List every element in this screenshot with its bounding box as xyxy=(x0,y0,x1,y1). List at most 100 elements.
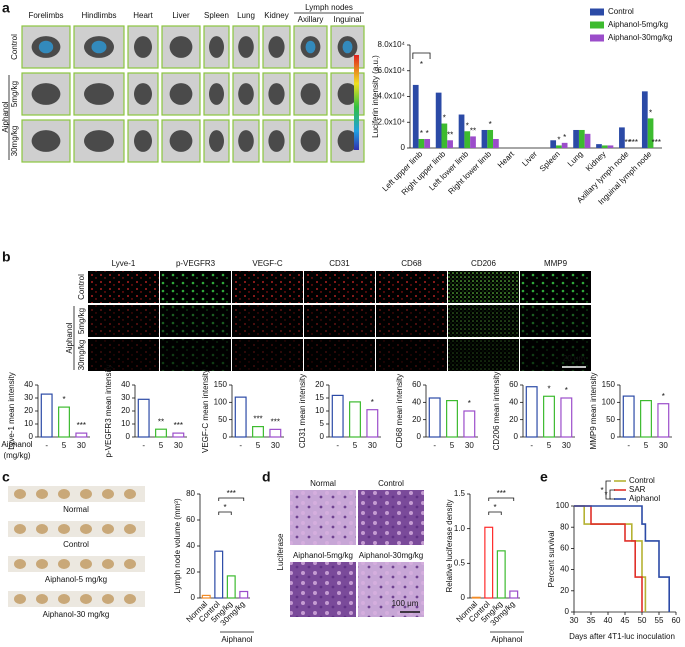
stain xyxy=(520,305,591,337)
organ xyxy=(169,130,193,152)
organ xyxy=(209,36,224,58)
legend-swatch xyxy=(590,8,604,16)
y-tick-label: 60 xyxy=(509,380,518,389)
x-tick-label: 30 xyxy=(570,616,579,625)
histology-texture xyxy=(358,490,424,545)
bar xyxy=(481,129,488,148)
bar xyxy=(640,400,652,438)
lymph-node xyxy=(14,489,26,499)
lymph-node xyxy=(102,489,114,499)
significance: *** xyxy=(652,138,661,147)
column-header: VEGF-C xyxy=(252,259,282,268)
stain xyxy=(376,339,447,371)
significance: * xyxy=(466,121,469,130)
y-tick-label: 6.0x10⁴ xyxy=(378,66,406,75)
bar xyxy=(493,138,499,148)
column-header: Inguinal xyxy=(333,15,361,24)
column-header: Liver xyxy=(172,11,190,20)
histology-texture xyxy=(290,490,356,545)
bar xyxy=(484,526,494,599)
y-tick-label: 2.0x10⁴ xyxy=(378,117,406,126)
significance: *** xyxy=(253,415,262,424)
y-tick-label: 40 xyxy=(509,397,518,406)
group-label: Aiphanol xyxy=(491,635,522,644)
y-tick-label: 60 xyxy=(186,515,195,524)
significance: * xyxy=(468,399,471,408)
image-label: Control xyxy=(63,540,89,549)
organ xyxy=(169,83,193,105)
row-label: 30mg/kg xyxy=(77,340,86,371)
y-tick-label: 1.5 xyxy=(454,489,466,498)
stain xyxy=(304,339,375,371)
significance: * xyxy=(563,133,566,142)
y-tick-label: 0 xyxy=(223,432,228,441)
y-tick-label: 10 xyxy=(315,406,324,415)
row-label: Control xyxy=(10,34,19,60)
y-tick-label: 20 xyxy=(121,406,130,415)
x-tick-label: 5 xyxy=(353,441,358,450)
row-group: Aiphanol xyxy=(65,322,74,353)
column-header: MMP9 xyxy=(544,259,568,268)
x-tick-label: 45 xyxy=(621,616,630,625)
legend-swatch xyxy=(590,34,604,42)
y-axis-label: CD31 mean intensity xyxy=(298,374,307,448)
bar xyxy=(470,136,476,148)
stain xyxy=(160,271,231,303)
bar xyxy=(487,129,494,148)
signal xyxy=(342,40,353,54)
stain xyxy=(448,305,519,337)
bar xyxy=(269,428,282,438)
bar xyxy=(446,400,458,438)
column-header: Lung xyxy=(237,11,255,20)
y-tick-label: 40 xyxy=(24,380,33,389)
significance: * xyxy=(493,503,496,512)
y-tick-label: 20 xyxy=(412,415,421,424)
x-tick-label: 30 xyxy=(271,441,280,450)
column-header: Axillary xyxy=(298,15,324,24)
x-tick-label: 5 xyxy=(256,441,261,450)
scale-label: 100 μm xyxy=(392,599,419,608)
significance: * xyxy=(649,108,652,117)
survival-line xyxy=(574,505,670,612)
bar xyxy=(137,398,150,438)
x-tick-label: Lung xyxy=(566,150,585,169)
signal xyxy=(305,40,316,54)
histology-texture xyxy=(290,562,356,617)
y-tick-label: 20 xyxy=(186,567,195,576)
bar xyxy=(424,138,431,148)
column-header: Hindlimbs xyxy=(81,11,116,20)
organ xyxy=(238,130,254,152)
stain xyxy=(520,271,591,303)
stain xyxy=(232,305,303,337)
x-tick-label: Right lower limb xyxy=(446,149,493,196)
y-tick-label: 8.0x10⁴ xyxy=(378,40,406,49)
organ xyxy=(238,36,254,58)
x-tick-label: 30 xyxy=(174,441,183,450)
bar xyxy=(234,396,247,438)
column-header: Spleen xyxy=(204,11,229,20)
lymph-node xyxy=(80,489,92,499)
lymph-node xyxy=(14,594,26,604)
lymph-node xyxy=(36,594,48,604)
significance: ** xyxy=(470,127,476,136)
organ-tile xyxy=(73,72,125,116)
y-axis-label: VEGF-C mean intensity xyxy=(201,369,210,453)
sig-bracket xyxy=(488,497,515,501)
stain xyxy=(520,339,591,371)
legend-label: Aiphanol-30mg/kg xyxy=(608,33,672,42)
lymph-node xyxy=(58,559,70,569)
bar xyxy=(496,550,506,599)
legend-label: Aiphanol xyxy=(629,494,660,503)
stain xyxy=(376,305,447,337)
bar xyxy=(214,550,224,599)
bar xyxy=(601,145,608,148)
scale-label: 20 μm xyxy=(563,354,586,363)
organ xyxy=(337,83,358,105)
organ xyxy=(31,83,61,105)
lymph-node xyxy=(80,594,92,604)
y-tick-label: 0 xyxy=(417,432,422,441)
bar xyxy=(172,432,185,438)
panel-letter: e xyxy=(540,469,548,485)
column-header: CD31 xyxy=(329,259,350,268)
y-tick-label: 100 xyxy=(556,501,570,510)
